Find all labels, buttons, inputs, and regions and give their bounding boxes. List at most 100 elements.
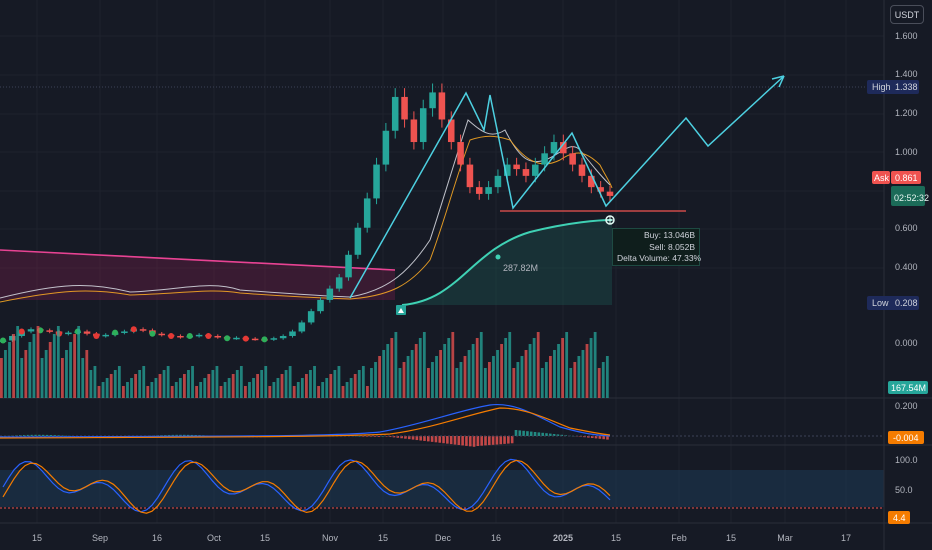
macd-bar — [190, 434, 194, 436]
candle-body — [475, 187, 483, 194]
macd-bar — [38, 434, 41, 436]
volume-bar — [410, 350, 414, 398]
volume-bar — [378, 356, 381, 398]
ask-tag: Ask 0.861 — [872, 171, 921, 184]
ema-long-line — [0, 249, 396, 271]
volume-bar — [231, 374, 235, 398]
volume-bar — [73, 334, 76, 398]
candle-body — [382, 130, 390, 165]
volume-bar — [264, 366, 268, 398]
volume-bar — [605, 356, 609, 398]
candle-body — [251, 338, 259, 341]
volume-bar — [402, 362, 406, 398]
volume-bar — [520, 356, 524, 398]
volume-tag-value: 167.54M — [891, 383, 926, 393]
volume-bar — [431, 362, 434, 398]
volume-bar — [439, 350, 442, 398]
candle-body — [121, 331, 128, 333]
candle-body — [485, 187, 492, 194]
volume-bar — [252, 378, 255, 398]
macd-bar — [61, 435, 64, 437]
volume-bar — [565, 332, 569, 398]
currency-button[interactable]: USDT — [890, 5, 924, 24]
stoch-d-line — [2, 459, 611, 514]
macd-bar — [30, 434, 34, 436]
macd-bar — [423, 436, 426, 441]
candle-body — [588, 175, 595, 188]
volume-bar — [569, 368, 573, 398]
volume-bar — [390, 338, 394, 398]
candle-body — [289, 331, 296, 336]
macd-bar — [415, 436, 419, 441]
candle-body — [401, 96, 408, 120]
macd-bar — [472, 436, 476, 447]
volume-bar — [557, 344, 560, 398]
low-tag-label: Low — [872, 298, 889, 308]
volume-bar — [357, 370, 361, 398]
volume-bar — [260, 370, 264, 398]
volume-bar — [244, 386, 247, 398]
price-axis: 1.600 1.400 1.200 1.000 0.600 0.400 0.00… — [895, 31, 918, 495]
volume-bar — [268, 386, 272, 398]
volume-bar — [585, 344, 589, 398]
high-tag: High 1.338 — [867, 80, 919, 94]
macd-bar — [362, 436, 365, 437]
macd-bar — [533, 432, 537, 436]
time-tick: Oct — [207, 533, 222, 543]
volume-bar — [276, 378, 280, 398]
volume-bar — [370, 368, 373, 398]
volume-bar — [349, 378, 353, 398]
volume-bar — [32, 334, 36, 398]
volume-bar — [361, 366, 365, 398]
candle-body — [363, 198, 371, 228]
macd-bar — [480, 436, 483, 446]
signal-dot — [242, 335, 249, 342]
volume-bar — [406, 356, 410, 398]
macd-tag-value: -0.004 — [893, 433, 919, 443]
volume-bar — [386, 344, 390, 398]
projection-arrowhead — [771, 75, 785, 88]
volume-bar — [300, 378, 304, 398]
volume-bar — [134, 374, 137, 398]
macd-bar — [606, 436, 609, 440]
volume-bar — [280, 374, 284, 398]
volume-bar — [101, 382, 105, 398]
candle-body — [438, 92, 446, 120]
time-tick: Dec — [435, 533, 452, 543]
time-tick: 2025 — [553, 533, 573, 543]
volume-bar — [317, 386, 320, 398]
volume-bar — [345, 382, 349, 398]
volume-bar — [561, 338, 564, 398]
volume-bar — [292, 386, 296, 398]
stoch-tick: 100.0 — [895, 455, 918, 465]
volume-bar — [61, 358, 64, 398]
volume-bar — [65, 350, 68, 398]
signal-dot — [149, 330, 156, 337]
volume-bar — [435, 356, 438, 398]
volume-bar — [162, 370, 166, 398]
time-tick: Feb — [671, 533, 687, 543]
signal-dot — [205, 332, 212, 339]
macd-bar — [41, 434, 45, 436]
sell-volume-text: Sell: 8.052B — [649, 241, 695, 252]
volume-bar — [394, 332, 398, 398]
volume-bar — [142, 366, 146, 398]
volume-bar — [52, 334, 56, 398]
macd-bar — [392, 436, 396, 438]
price-tick: 1.200 — [895, 108, 918, 118]
signal-dot — [18, 328, 25, 335]
candle-body — [569, 153, 576, 165]
price-tick: 0.400 — [895, 262, 918, 272]
volume-bar — [44, 350, 48, 398]
volume-bar — [48, 342, 52, 398]
volume-bar — [467, 350, 471, 398]
volume-bar — [28, 342, 32, 398]
macd-bar — [57, 435, 60, 436]
volume-bar — [500, 344, 503, 398]
macd-histogram — [0, 430, 609, 447]
stoch-tick: 50.0 — [895, 485, 913, 495]
macd-bar — [171, 434, 175, 436]
volume-bar — [329, 374, 333, 398]
macd-bar — [495, 436, 499, 445]
